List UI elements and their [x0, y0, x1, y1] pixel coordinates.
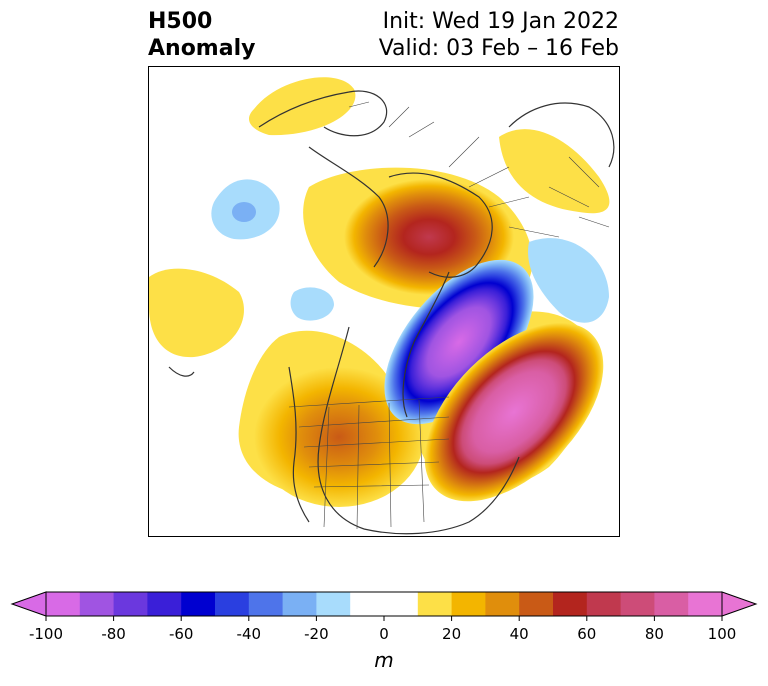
colorbar-bin: [688, 592, 723, 616]
colorbar-bin: [79, 592, 115, 616]
high-anomaly-west: [344, 179, 514, 295]
colorbar-bin: [181, 592, 216, 616]
colorbar-bin: [113, 592, 148, 616]
title-line-2: Anomaly: [148, 36, 256, 61]
colorbar-bin: [384, 592, 419, 616]
colorbar-tick-label: -20: [304, 625, 329, 643]
colorbar-tick-label: 20: [442, 625, 461, 643]
colorbar-tick-label: -60: [169, 625, 194, 643]
colorbar-bin: [586, 592, 622, 616]
colorbar-bin: [46, 592, 81, 616]
colorbar-tick-label: 100: [708, 625, 737, 643]
map-subtitle: Init: Wed 19 Jan 2022 Valid: 03 Feb – 16…: [379, 8, 619, 62]
colorbar-tick-label: 60: [577, 625, 596, 643]
colorbar: -100 -80 -60 -40 -20 0 20 40 60 80 100: [0, 580, 768, 670]
colorbar-bin: [282, 592, 317, 616]
colorbar-bin: [417, 592, 453, 616]
colorbar-tick-label: 0: [379, 625, 389, 643]
borders: [288, 101, 610, 530]
colorbar-tick-label: -100: [29, 625, 63, 643]
title-line-1: H500: [148, 9, 213, 34]
colorbar-bin: [553, 592, 588, 616]
map-title: H500 Anomaly: [148, 8, 255, 62]
high-anomaly-east: [424, 322, 604, 502]
low-anomaly-center: [384, 259, 534, 425]
colorbar-bin: [316, 592, 351, 616]
high-anomaly-south: [254, 367, 424, 507]
anomaly-map: [148, 66, 620, 537]
colorbar-extend-min: [10, 591, 47, 617]
colorbar-bin: [350, 592, 385, 616]
colorbar-unit-label: m: [374, 648, 394, 672]
valid-period: Valid: 03 Feb – 16 Feb: [378, 36, 619, 61]
init-date: Init: Wed 19 Jan 2022: [382, 9, 619, 34]
colorbar-tick-label: 40: [510, 625, 529, 643]
colorbar-bin: [451, 592, 486, 616]
coastlines: [168, 90, 615, 535]
colorbar-svg: -100 -80 -60 -40 -20 0 20 40 60 80 100: [10, 591, 758, 643]
anomaly-map-svg: [149, 77, 615, 535]
colorbar-bin: [248, 592, 284, 616]
colorbar-tick-label: -40: [237, 625, 262, 643]
colorbar-extend-max: [721, 591, 758, 617]
colorbar-tick-label: -80: [101, 625, 126, 643]
colorbar-bin: [215, 592, 250, 616]
colorbar-tick-label: 80: [645, 625, 664, 643]
colorbar-bin: [519, 592, 554, 616]
colorbar-bin: [485, 592, 520, 616]
colorbar-bin: [147, 592, 182, 616]
negative-anomaly-fill: [211, 179, 609, 323]
colorbar-bin: [654, 592, 689, 616]
colorbar-bin: [620, 592, 655, 616]
